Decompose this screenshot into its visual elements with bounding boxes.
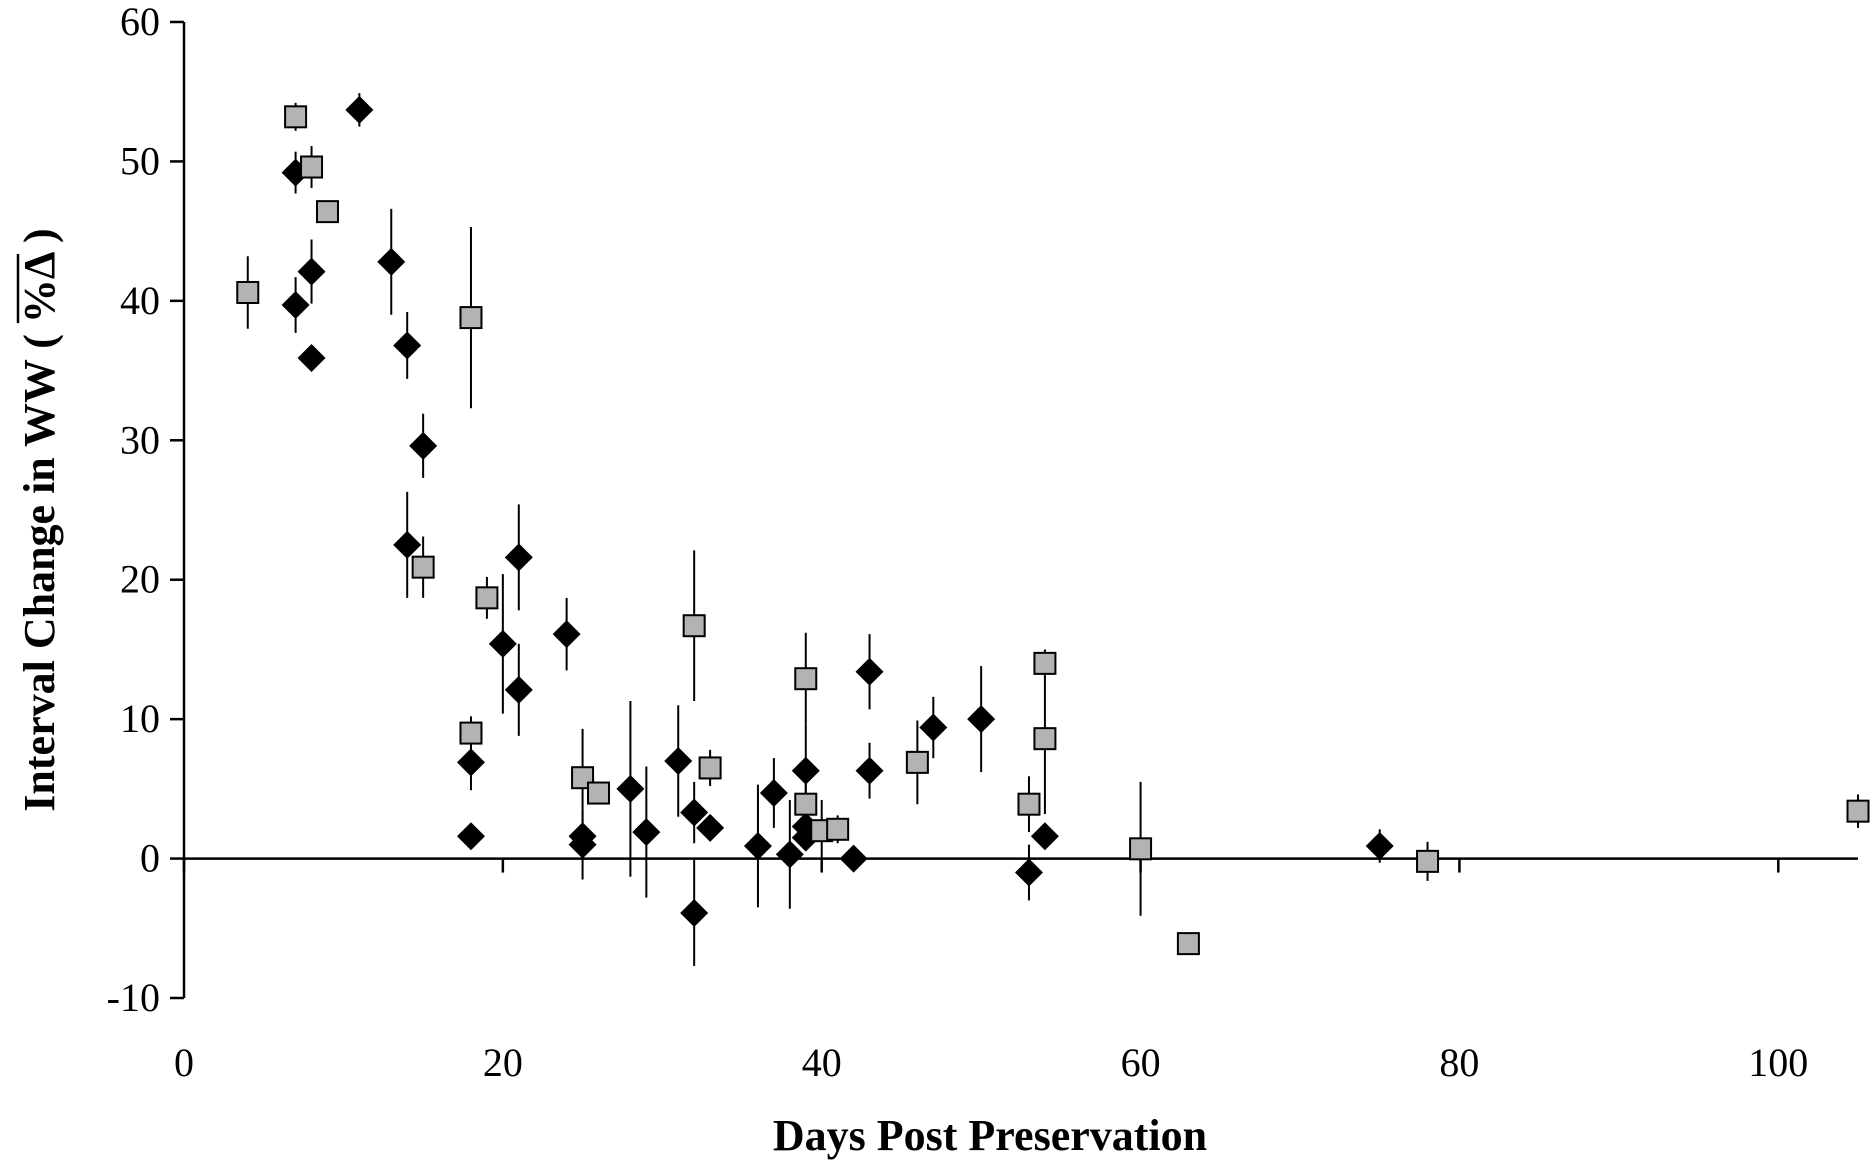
diamond-point [488,629,517,658]
square-point [300,155,324,179]
square-point [905,750,929,774]
square-point [459,721,483,745]
diamond-point [855,657,884,686]
x-tick-label: 100 [1748,1040,1808,1085]
diamond-point [632,818,661,847]
x-tick-label: 60 [1121,1040,1161,1085]
y-tick-label: 0 [140,836,160,881]
y-tick-label: 20 [120,557,160,602]
y-tick-label: 60 [120,0,160,44]
y-axis-title: Interval Change in WW ( %Δ ) [15,228,64,811]
diamond-point [568,830,597,859]
diamond-point [616,774,645,803]
square-point [315,200,339,224]
square-point [587,781,611,805]
diamond-point [504,675,533,704]
x-tick-label: 0 [174,1040,194,1085]
x-tick-label: 20 [483,1040,523,1085]
square-point [1017,792,1041,816]
diamond-point [696,813,725,842]
square-point [1033,651,1057,675]
diamond-point [759,779,788,808]
diamond-point [504,543,533,572]
diamond-point [456,822,485,851]
square-point [284,105,308,129]
y-axis-title-overbar-text: %Δ [15,252,64,323]
square-point [459,306,483,330]
square-point [1129,837,1153,861]
square-point [411,555,435,579]
diamond-point [1030,822,1059,851]
square-point [698,756,722,780]
x-tick-label: 40 [802,1040,842,1085]
diamond-point [377,247,406,276]
diamond-point [680,898,709,927]
square-point [794,792,818,816]
y-tick-label: -10 [107,975,160,1020]
y-tick-label: 30 [120,417,160,462]
y-tick-label: 10 [120,696,160,741]
diamond-point [281,291,310,320]
tick-labels: -10 0 10 20 30 40 50 60 0 20 40 60 80 100 [107,0,1809,1085]
diamond-point [855,756,884,785]
square-point [236,280,260,304]
diamond-point [552,620,581,649]
x-tick-label: 80 [1439,1040,1479,1085]
diamond-point [743,832,772,861]
square-point [826,817,850,841]
y-tick-label: 50 [120,138,160,183]
diamond-point [456,748,485,777]
diamond-point [345,95,374,124]
square-point [1033,727,1057,751]
diamond-point [664,746,693,775]
diamond-point [409,431,438,460]
diamond-point [680,798,709,827]
square-point [1846,799,1870,823]
square-point [1416,849,1440,873]
diamond-point [839,844,868,873]
diamond-point [297,257,326,286]
data-points [236,95,1870,956]
square-point [682,614,706,638]
diamond-point [1014,858,1043,887]
diamond-point [775,840,804,869]
diamond-point [393,530,422,559]
diamond-point [791,756,820,785]
square-point [475,586,499,610]
diamond-point [1365,832,1394,861]
diamond-point [967,705,996,734]
diamond-point [919,713,948,742]
diamond-point [297,344,326,373]
y-tick-label: 40 [120,278,160,323]
square-point [1176,932,1200,956]
axes [170,20,1858,1000]
diamond-point [393,331,422,360]
square-point [794,667,818,691]
x-axis-title: Days Post Preservation [773,1111,1207,1160]
